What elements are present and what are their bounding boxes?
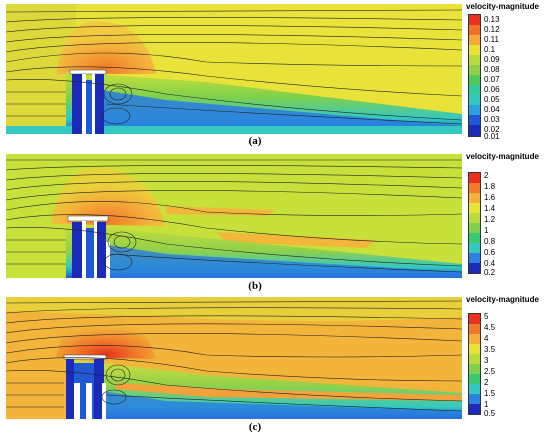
flow-field-c [6, 297, 462, 419]
cylinder-right [96, 222, 106, 278]
legend-tick: 1.4 [484, 204, 496, 213]
legend-tick: 1.5 [484, 389, 496, 398]
color-legend-b: velocity-magnitude 2 1.8 1.6 1.4 1.2 1 0… [466, 152, 550, 278]
streamlines-b [6, 159, 462, 273]
legend-tick: 2.5 [484, 367, 496, 376]
post-left [74, 383, 80, 419]
legend-tick: 4.5 [484, 323, 496, 332]
legend-tick: 0.11 [484, 35, 499, 44]
top-plate [69, 69, 107, 75]
post-mid [86, 383, 92, 419]
legend-tick: 0.08 [484, 65, 500, 74]
legend-tick: 0.09 [484, 55, 500, 64]
streamlines-c [6, 300, 462, 412]
legend-tick: 0.05 [484, 95, 500, 104]
cylinder-right [94, 74, 104, 134]
legend-tick: 0.04 [484, 105, 500, 114]
contour-plot-c [6, 297, 462, 419]
legend-tick: 2 [484, 171, 489, 180]
post-outer-right [106, 242, 110, 278]
panel-a: velocity-magnitude 0.13 0.12 0.11 0.1 0.… [0, 0, 550, 148]
wake-core [76, 387, 462, 419]
wake-core [76, 86, 462, 134]
contour-plot-b [6, 154, 462, 278]
legend-tick: 0.2 [484, 268, 496, 277]
legend-tick: 0.5 [484, 409, 496, 418]
post-right [94, 221, 97, 278]
flow-field-b [6, 154, 462, 278]
top-plate [63, 354, 107, 360]
color-legend-a: velocity-magnitude 0.13 0.12 0.11 0.1 0.… [466, 2, 550, 141]
legend-tick: 4 [484, 334, 489, 343]
cylinder-left [72, 222, 82, 278]
legend-tick: 0.8 [484, 237, 496, 246]
wake-core [76, 240, 462, 278]
legend-title-c: velocity-magnitude [466, 295, 539, 304]
legend-tick: 0.01 [484, 132, 500, 141]
colorbar-c [468, 313, 481, 415]
colorbar-b [468, 172, 481, 274]
legend-tick: 3.5 [484, 345, 496, 354]
legend-tick: 1.8 [484, 182, 496, 191]
post-left [82, 221, 86, 278]
legend-tick: 0.1 [484, 45, 496, 54]
cylinder-left [72, 74, 82, 134]
ground-strip [6, 126, 462, 134]
legend-tick: 5 [484, 312, 489, 321]
dome-region [56, 313, 156, 359]
post-left [82, 74, 86, 134]
orange-band [116, 383, 462, 401]
legend-tick: 0.07 [484, 75, 500, 84]
streamlines-a [6, 9, 462, 125]
orange-streak [216, 232, 376, 248]
caption-a: (a) [248, 135, 262, 147]
cylinder-left [66, 359, 74, 419]
caption-b: (b) [248, 280, 262, 292]
colorbar-a [468, 14, 481, 137]
legend-tick: 0.03 [484, 115, 500, 124]
color-legend-c: velocity-magnitude 5 4.5 4 3.5 3 2.5 2 1… [466, 295, 550, 421]
legend-tick: 1 [484, 400, 489, 409]
legend-tick: 0.6 [484, 248, 496, 257]
contour-plot-a [6, 4, 462, 134]
post-right [92, 74, 95, 134]
legend-tick: 0.12 [484, 25, 500, 34]
dome-region [56, 21, 156, 74]
legend-tick: 1.2 [484, 215, 496, 224]
legend-tick: 0.06 [484, 85, 500, 94]
legend-tick: 3 [484, 356, 489, 365]
panel-b: velocity-magnitude 2 1.8 1.6 1.4 1.2 1 0… [0, 150, 550, 295]
legend-tick: 0.13 [484, 15, 500, 24]
cylinder-right [94, 359, 104, 419]
caption-c: (c) [248, 421, 262, 433]
legend-tick: 0.4 [484, 259, 496, 268]
legend-title-b: velocity-magnitude [466, 152, 539, 161]
legend-tick: 0.02 [484, 125, 500, 134]
legend-tick: 1 [484, 226, 489, 235]
panel-c: velocity-magnitude 5 4.5 4 3.5 3 2.5 2 1… [0, 295, 550, 437]
legend-tick: 1.6 [484, 193, 496, 202]
upper-yellow [6, 297, 462, 321]
legend-tick: 2 [484, 378, 489, 387]
legend-title-a: velocity-magnitude [466, 2, 539, 11]
top-plate [67, 215, 109, 222]
flow-field-a [6, 4, 462, 134]
